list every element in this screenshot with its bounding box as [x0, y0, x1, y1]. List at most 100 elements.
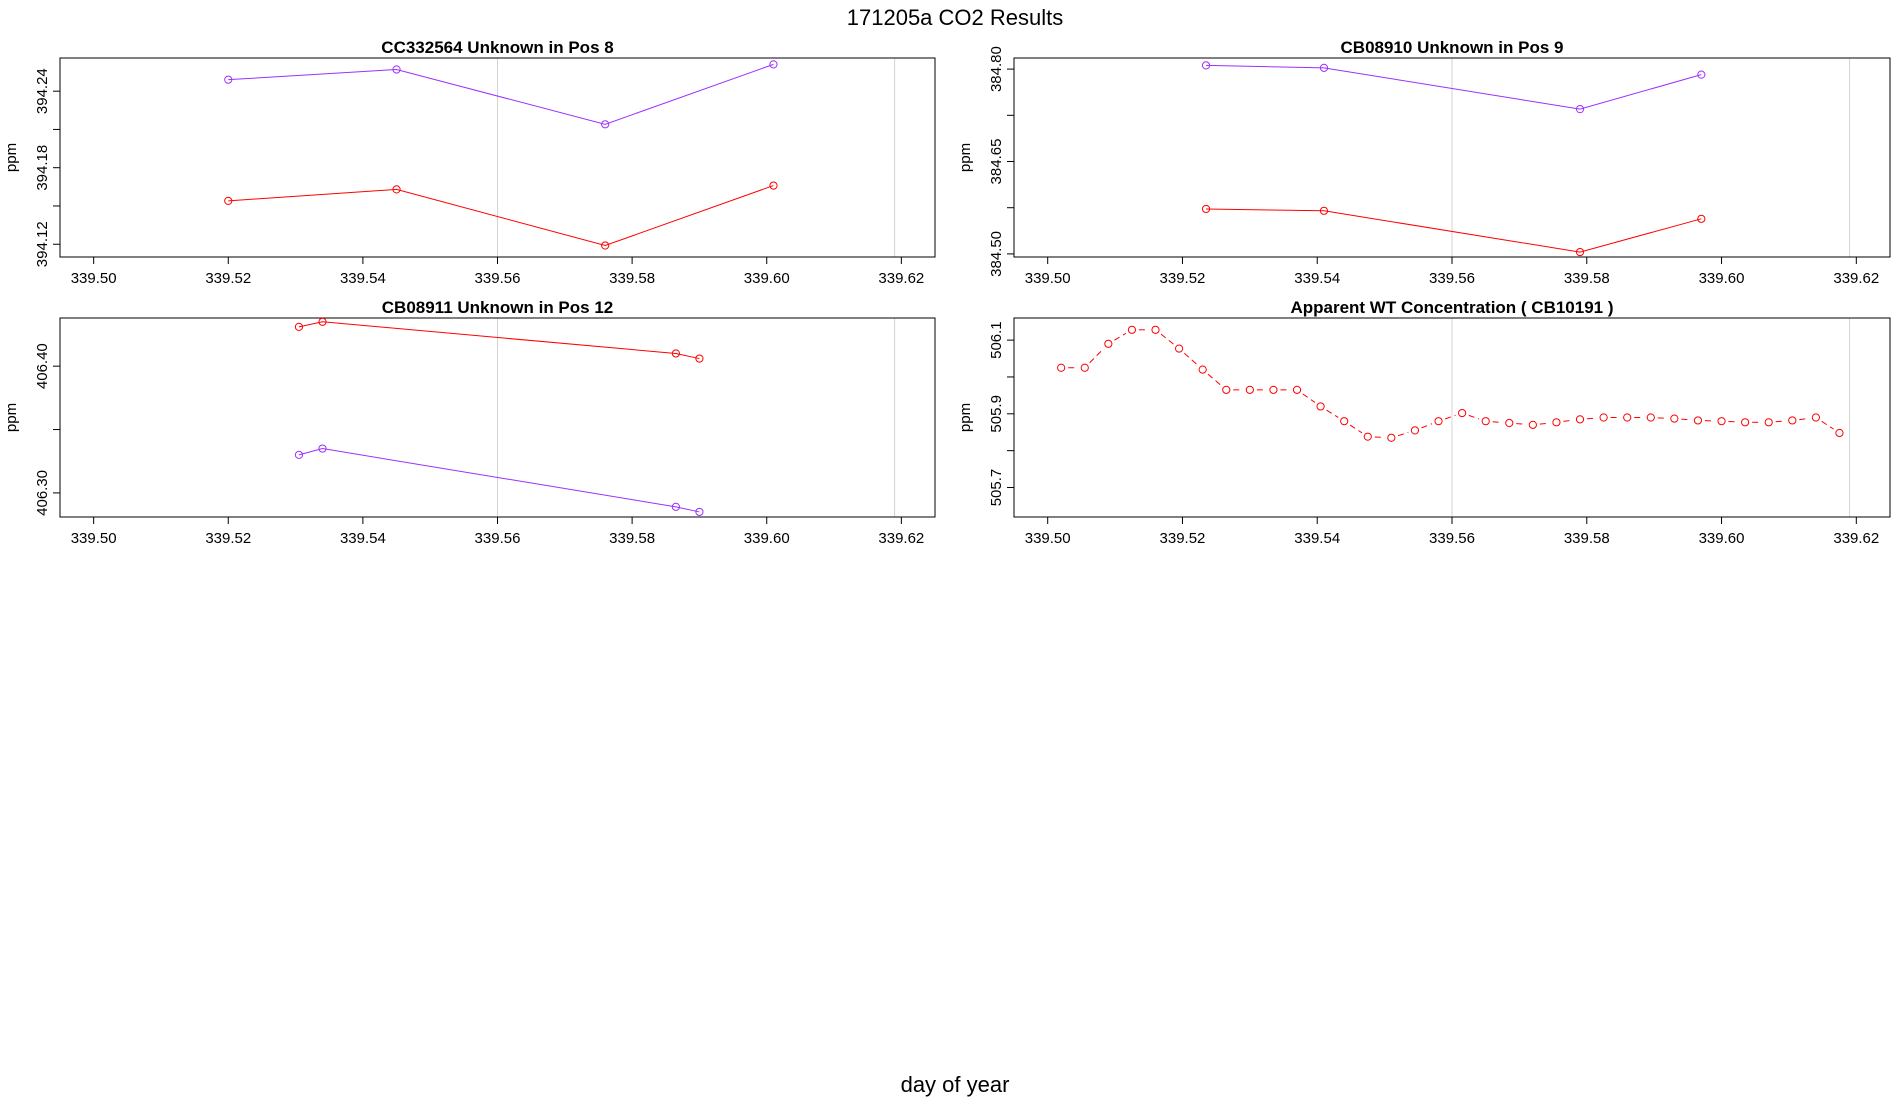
figure-xlabel: day of year — [901, 1072, 1010, 1097]
series-line-segment — [1183, 352, 1198, 366]
series-line — [1206, 64, 1702, 110]
x-tick-label: 339.56 — [1429, 270, 1475, 287]
y-tick-label: 505.9 — [988, 395, 1005, 433]
data-point — [1340, 417, 1349, 426]
data-point — [1693, 416, 1703, 425]
data-point — [601, 241, 610, 250]
series-line-segment — [1160, 333, 1174, 345]
data-point — [1387, 433, 1396, 442]
series-line — [228, 63, 774, 125]
x-tick-label: 339.54 — [340, 270, 386, 287]
series-line-segment — [1444, 414, 1456, 420]
y-tick-label: 394.18 — [34, 145, 51, 191]
data-point — [1319, 206, 1329, 215]
x-tick-label: 339.60 — [744, 270, 790, 287]
data-point — [294, 322, 304, 331]
data-point — [1201, 204, 1211, 214]
x-tick-label: 339.60 — [1699, 530, 1745, 547]
chart-panel-4: Apparent WT Concentration ( CB10191 ) 339… — [957, 298, 1891, 547]
panels: CC332564 Unknown in Pos 8 339.50 339.52 339… — [3, 38, 1891, 547]
series-line — [298, 321, 700, 360]
data-point — [1575, 105, 1585, 114]
data-point — [1623, 413, 1632, 422]
x-tick-label: 339.62 — [878, 270, 924, 287]
x-tick-label: 339.58 — [1564, 530, 1610, 547]
series-line-segment — [1468, 414, 1480, 420]
data-point — [671, 349, 680, 358]
x-tick-label: 339.60 — [744, 530, 790, 547]
y-tick-label: 406.30 — [34, 470, 51, 516]
series-line — [1206, 208, 1702, 253]
series-line-segment — [1114, 332, 1127, 341]
data-point — [1697, 214, 1706, 223]
data-point — [1764, 418, 1773, 427]
x-tick-label: 339.50 — [71, 270, 117, 287]
data-point — [1127, 325, 1137, 334]
y-axis-label: ppm — [3, 403, 20, 432]
data-point — [1741, 418, 1750, 427]
series-line — [298, 448, 700, 513]
data-point — [1575, 415, 1585, 424]
x-tick-label: 339.58 — [609, 530, 655, 547]
chart-title: CB08911 Unknown in Pos 12 — [382, 298, 613, 317]
y-tick-label: 384.80 — [988, 46, 1005, 92]
series-line-segment — [1302, 393, 1316, 403]
data-point — [1319, 63, 1329, 72]
series-line-segment — [1681, 418, 1692, 421]
y-axis-label: ppm — [957, 143, 974, 172]
y-tick-label: 406.40 — [34, 343, 51, 389]
data-point — [1292, 385, 1302, 394]
data-point — [392, 185, 401, 194]
x-tick-label: 339.56 — [475, 530, 521, 547]
series-line-segment — [1563, 419, 1574, 422]
x-tick-label: 339.52 — [205, 270, 251, 287]
series-line-segment — [1539, 422, 1550, 425]
chart-title: CB08910 Unknown in Pos 9 — [1341, 38, 1564, 57]
data-point — [1316, 402, 1325, 411]
data-point — [224, 75, 233, 84]
series-line-segment — [1207, 373, 1222, 386]
x-tick-label: 339.56 — [1429, 530, 1475, 547]
x-tick-label: 339.52 — [1160, 270, 1206, 287]
x-tick-label: 339.54 — [340, 530, 386, 547]
data-point — [1575, 247, 1585, 257]
chart-panel-1: CC332564 Unknown in Pos 8 339.50 339.52 339… — [3, 38, 936, 287]
data-point — [224, 196, 233, 205]
data-point — [601, 120, 610, 129]
x-tick-label: 339.62 — [1833, 270, 1879, 287]
data-point — [392, 65, 401, 74]
data-point — [1697, 70, 1706, 79]
data-point — [1552, 418, 1561, 427]
x-tick-label: 339.58 — [1564, 270, 1610, 287]
data-point — [1528, 420, 1537, 429]
data-point — [1198, 365, 1207, 374]
data-point — [1245, 385, 1254, 394]
x-tick-label: 339.54 — [1294, 530, 1340, 547]
data-point — [1363, 432, 1372, 441]
series-line-segment — [1421, 423, 1433, 429]
data-point — [1717, 417, 1726, 426]
x-tick-label: 339.50 — [1025, 530, 1071, 547]
x-tick-label: 339.58 — [609, 270, 655, 287]
x-tick-label: 339.62 — [1833, 530, 1879, 547]
data-point — [1788, 416, 1797, 425]
x-tick-label: 339.62 — [878, 530, 924, 547]
data-point — [1670, 414, 1679, 423]
data-point — [1269, 385, 1278, 394]
data-point — [1057, 363, 1066, 372]
series-line-segment — [1516, 423, 1526, 425]
data-point — [1104, 339, 1113, 348]
data-point — [1505, 418, 1514, 428]
data-point — [769, 60, 778, 69]
data-point — [1599, 413, 1608, 422]
data-point — [1080, 363, 1089, 372]
y-axis-label: ppm — [3, 143, 20, 172]
y-axis-label: ppm — [957, 403, 974, 432]
series-line-segment — [1397, 432, 1409, 437]
chart-title: CC332564 Unknown in Pos 8 — [381, 38, 613, 57]
data-point — [318, 444, 327, 453]
data-point — [1410, 426, 1420, 435]
x-tick-label: 339.52 — [1160, 530, 1206, 547]
data-point — [695, 507, 704, 517]
data-point — [671, 502, 680, 511]
